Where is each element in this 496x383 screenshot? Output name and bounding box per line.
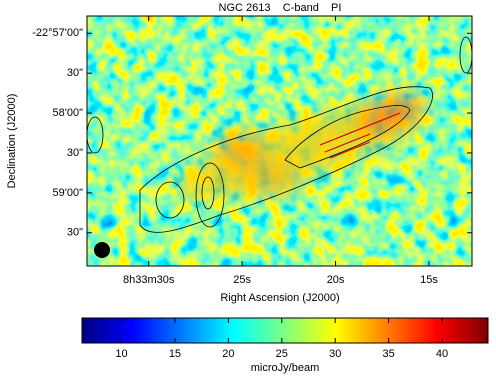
colorbar-tick-label: 15 <box>169 348 181 360</box>
x-tick-label: 15s <box>420 274 438 286</box>
chart-title: NGC 2613 C-band PI <box>219 2 342 14</box>
y-axis-label: Declination (J2000) <box>6 94 18 189</box>
image <box>87 16 472 266</box>
y-tick-label: 58'00" <box>53 107 84 119</box>
colorbar-tick-label: 35 <box>383 348 395 360</box>
colorbar-label: microJy/beam <box>251 362 319 374</box>
colorbar <box>81 317 489 344</box>
colorbar-tick-label: 10 <box>115 348 127 360</box>
x-tick-label: 20s <box>327 274 345 286</box>
x-tick-label: 8h33m30s <box>123 274 175 286</box>
y-tick-label: 30" <box>67 227 83 239</box>
colorbar-tick-label: 30 <box>329 348 341 360</box>
x-axis-label: Right Ascension (J2000) <box>220 292 339 304</box>
x-tick-label: 25s <box>233 274 251 286</box>
colorbar-tick-label: 25 <box>276 348 288 360</box>
y-tick-label: 30" <box>67 147 83 159</box>
colorbar-tick-label: 40 <box>436 348 448 360</box>
colorbar-tick-label: 20 <box>222 348 234 360</box>
y-tick-label: 59'00" <box>53 187 84 199</box>
y-tick-label: -22°57'00" <box>32 27 83 39</box>
y-tick-label: 30" <box>67 67 83 79</box>
